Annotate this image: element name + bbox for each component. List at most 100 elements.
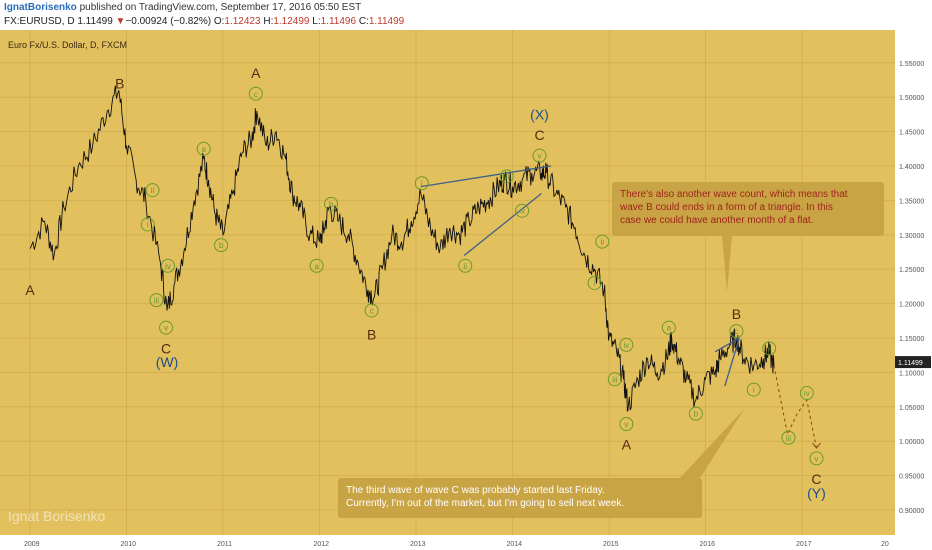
- x-tick-label: 2011: [217, 541, 232, 548]
- projection-line: [773, 365, 817, 449]
- price-chart[interactable]: Euro Fx/U.S. Dollar, D, FXCM Ignat Boris…: [0, 30, 932, 550]
- y-tick-label: 1.05000: [899, 405, 924, 412]
- wave-letter-label: B: [732, 306, 741, 322]
- wave-circle-label: iv: [619, 337, 634, 352]
- wave-circle: [515, 203, 530, 218]
- x-tick-label: 2013: [410, 541, 426, 548]
- last-price-text: 1.11499: [898, 360, 923, 367]
- y-tick-label: 1.55000: [899, 61, 924, 68]
- wave-circle: [746, 382, 761, 397]
- wave-letter-label: A: [25, 282, 35, 298]
- wave-circle-label: i: [587, 275, 602, 290]
- x-tick-label: 2010: [121, 541, 137, 548]
- wave-circle: [214, 238, 229, 253]
- wave-circle-text: b: [694, 410, 699, 419]
- wave-circle-label: ii: [458, 258, 473, 273]
- trendline: [714, 337, 740, 353]
- wave-circle-text: b: [219, 241, 224, 250]
- y-tick-label: 1.25000: [899, 267, 924, 274]
- wave-circle-label: i: [746, 382, 761, 397]
- wave-circle-label: c: [729, 324, 744, 339]
- projection-arrow: [812, 442, 821, 449]
- last-price-marker: 1.11499: [895, 356, 931, 369]
- y-tick-label: 1.30000: [899, 233, 924, 240]
- wave-circle-text: c: [734, 327, 738, 336]
- symbol-info: FX:EURUSD, D 1.11499 ▼−0.00924 (−0.82%) …: [4, 16, 404, 27]
- y-tick-label: 0.95000: [899, 474, 924, 481]
- wave-circle-label: b: [214, 238, 229, 253]
- wave-circle: [196, 141, 211, 156]
- wave-circle: [607, 372, 622, 387]
- author-link[interactable]: IgnatBorisenko: [4, 2, 77, 13]
- callout-box: [612, 182, 884, 236]
- wave-circle-text: i: [753, 386, 755, 395]
- wave-circle-text: i: [594, 279, 596, 288]
- y-tick-label: 1.45000: [899, 130, 924, 137]
- wave-circle-text: ii: [151, 186, 155, 195]
- wave-circle-text: iv: [165, 262, 171, 271]
- close-value: 1.11499: [368, 16, 405, 27]
- time-axis: [0, 535, 895, 550]
- wave-circle-text: v: [624, 420, 628, 429]
- x-tick-label: 2016: [700, 541, 716, 548]
- wave-circle-label: iii: [499, 169, 514, 184]
- wave-circle: [248, 86, 263, 101]
- wave-circle-label: b: [688, 406, 703, 421]
- wave-circle-label: ii: [762, 341, 777, 356]
- wave-circle: [809, 451, 824, 466]
- last-price: 1.11499: [77, 16, 113, 27]
- y-tick-label: 1.10000: [899, 370, 924, 377]
- wave-circle: [619, 337, 634, 352]
- wave-circle-label: iv: [515, 203, 530, 218]
- x-tick-label: 2017: [796, 541, 812, 548]
- wave-circle: [309, 258, 324, 273]
- upper-callout: There's also another wave count, which m…: [612, 182, 884, 292]
- wave-circle: [587, 275, 602, 290]
- wave-circle-label: a: [309, 258, 324, 273]
- wave-circle: [781, 430, 796, 445]
- wave-circle: [145, 183, 160, 198]
- wave-degree-label: (W): [156, 354, 179, 370]
- wave-letter-label: C: [534, 127, 544, 143]
- wave-circle-text: c: [254, 90, 258, 99]
- price-axis: [895, 30, 932, 550]
- wave-circle-text: v: [538, 152, 542, 161]
- trendline: [420, 165, 552, 188]
- open-value: 1.12423: [224, 16, 261, 27]
- plot-area: [0, 30, 895, 535]
- wave-letter-label: A: [251, 65, 261, 81]
- wave-letter-label: B: [115, 75, 124, 91]
- wave-circle: [149, 293, 164, 308]
- wave-circle: [799, 386, 814, 401]
- y-tick-label: 1.35000: [899, 198, 924, 205]
- wave-circle-text: iv: [519, 207, 525, 216]
- open-label: O:: [213, 16, 225, 27]
- wave-circle: [661, 320, 676, 335]
- wave-letter-label: A: [622, 437, 632, 453]
- down-arrow-icon: ▼: [115, 16, 126, 27]
- wave-circle-text: iv: [804, 389, 810, 398]
- wave-circle: [729, 324, 744, 339]
- wave-circle-label: i: [414, 176, 429, 191]
- symbol-name: FX:EURUSD, D: [4, 16, 75, 27]
- wave-circle: [458, 258, 473, 273]
- y-tick-label: 0.90000: [899, 508, 924, 515]
- wave-circle-label: iii: [607, 372, 622, 387]
- wave-circle-label: v: [619, 417, 634, 431]
- wave-circle-text: iii: [612, 375, 618, 384]
- wave-circle-label: c: [248, 86, 263, 101]
- wave-circle: [159, 320, 174, 335]
- wave-circle-text: v: [164, 324, 168, 333]
- wave-circle-label: ii: [145, 183, 160, 198]
- price-series: [29, 85, 821, 449]
- published-text: published on TradingView.com, September …: [79, 2, 362, 13]
- wave-circle-label: v: [532, 148, 547, 163]
- wave-degree-label: (Y): [807, 485, 826, 501]
- callout-text-line: Currently, I'm out of the market, but I'…: [346, 498, 624, 509]
- chart-title: Euro Fx/U.S. Dollar, D, FXCM: [8, 40, 127, 50]
- x-tick-label: 2015: [603, 541, 619, 548]
- price-line: [29, 85, 775, 412]
- callout-text-line: case we could have another month of a fl…: [620, 215, 813, 226]
- wave-circle: [499, 169, 514, 184]
- wave-circle-text: ii: [600, 238, 604, 247]
